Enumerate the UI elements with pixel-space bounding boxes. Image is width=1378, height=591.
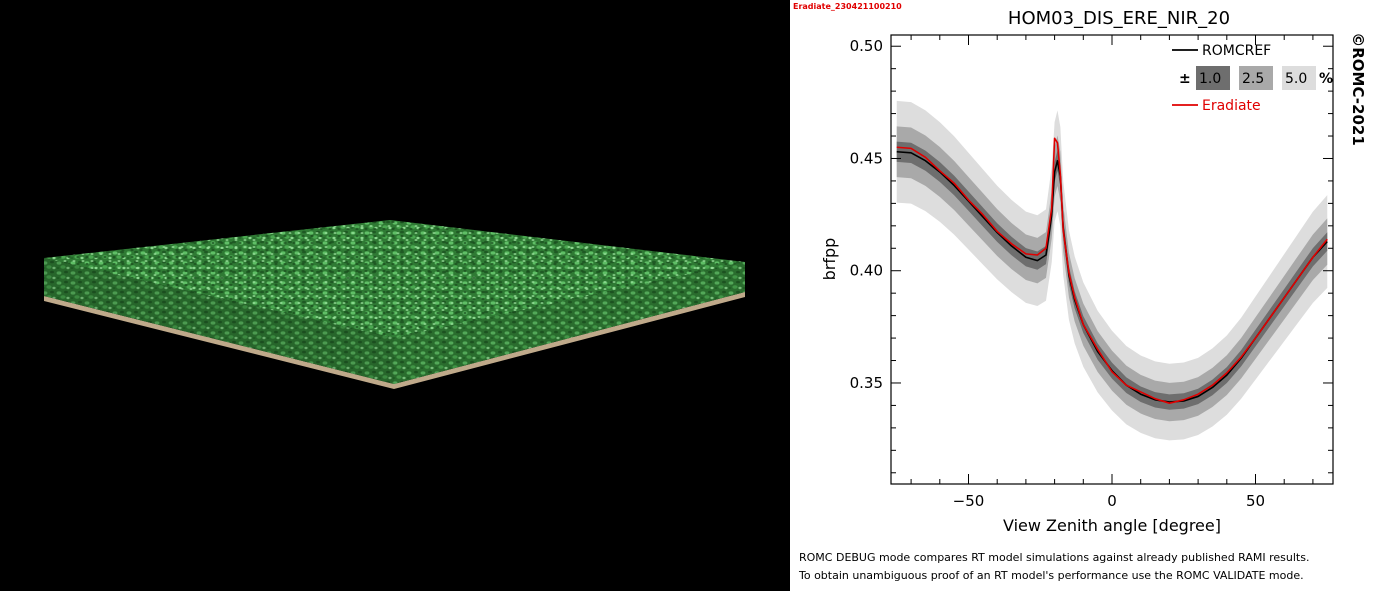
legend-band-1-label: 1.0 [1199, 71, 1221, 87]
axis-ticks: −50 0 50 0.35 0.40 0.45 0.50 [850, 35, 1333, 510]
legend-band-1-swatch [1196, 66, 1230, 90]
legend-band-2-swatch [1239, 66, 1273, 90]
plot-frame [890, 34, 1334, 485]
vegetation-canopy-scene-icon [44, 220, 745, 389]
tolerance-bands [896, 100, 1328, 441]
x-tick-label: 50 [1246, 492, 1265, 510]
series-line-eradiate [896, 137, 1328, 404]
tolerance-band-2.5 [896, 126, 1328, 422]
legend-band-3-swatch [1282, 66, 1316, 90]
series-lines [896, 137, 1328, 404]
x-tick-label: −50 [953, 492, 985, 510]
footnote-line-2: To obtain unambiguous proof of an RT mod… [799, 569, 1304, 582]
y-tick-label: 0.40 [850, 262, 883, 280]
y-tick-label: 0.45 [850, 149, 883, 167]
footnote-line-1: ROMC DEBUG mode compares RT model simula… [799, 551, 1310, 564]
legend-band-2-label: 2.5 [1242, 71, 1264, 87]
legend-band-suffix: % [1319, 71, 1333, 87]
tolerance-band-5 [896, 100, 1328, 441]
y-tick-label: 0.50 [850, 37, 883, 55]
x-axis-label: View Zenith angle [degree] [1003, 516, 1221, 535]
legend-ref-label: ROMCREF [1202, 43, 1271, 59]
x-tick-label: 0 [1107, 492, 1117, 510]
copyright-label: ©ROMC-2021 [1349, 32, 1367, 146]
canopy-side-right [394, 262, 745, 384]
y-axis-label: brfpp [820, 238, 839, 281]
legend: ROMCREF ± 1.0 2.5 5.0 % Eradiate [1172, 43, 1333, 114]
legend-band-prefix: ± [1179, 71, 1191, 87]
legend-band-3-label: 5.0 [1285, 71, 1307, 87]
brf-chart: −50 0 50 0.35 0.40 0.45 0.50 HOM03_DIS_ERE_NIR… [820, 8, 1367, 535]
chart-title: HOM03_DIS_ERE_NIR_20 [1008, 8, 1230, 29]
legend-model-label: Eradiate [1202, 98, 1261, 114]
brf-chart-panel: Eradiate_230421100210 −50 0 50 0.35 0.40 0.45… [790, 0, 1378, 591]
y-tick-label: 0.35 [850, 374, 883, 392]
canopy-side-left [44, 258, 394, 384]
tolerance-band-1 [896, 141, 1328, 410]
canopy-scene-panel [44, 220, 745, 389]
run-stamp: Eradiate_230421100210 [793, 2, 902, 11]
